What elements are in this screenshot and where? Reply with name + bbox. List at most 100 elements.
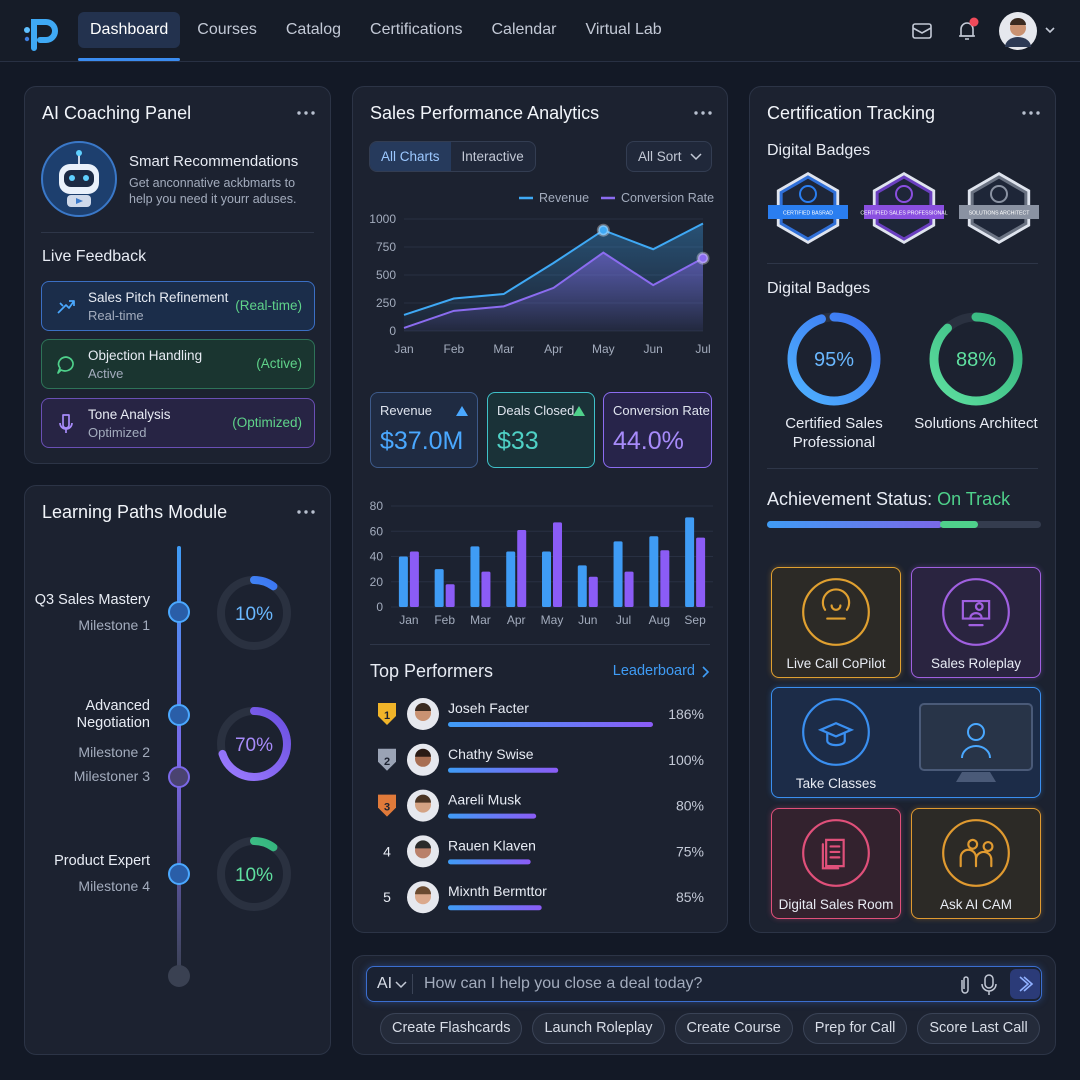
nav-item[interactable]: Certifications — [370, 21, 463, 38]
x-tick-label: Jul — [695, 342, 710, 356]
feedback-tag: (Active) — [256, 356, 302, 371]
tool-tile[interactable]: Ask AI CAM — [911, 808, 1041, 919]
x-tick-label: Jun — [578, 613, 597, 627]
divider — [41, 232, 314, 233]
quick-action[interactable]: Launch Roleplay — [532, 1013, 665, 1044]
cert-name: Certified Sales Professional — [785, 415, 883, 451]
chart-tabs: All Charts Interactive — [369, 141, 536, 172]
achievement-progress — [767, 521, 942, 528]
nav-item[interactable]: Catalog — [285, 21, 342, 38]
performer-name: Aareli Musk — [448, 792, 522, 808]
logo[interactable] — [20, 12, 62, 52]
recommendation-text: Get anconnative ackbmarts to help you ne… — [129, 176, 297, 206]
icon-glyph — [961, 599, 991, 627]
tool-tile[interactable]: Take Classes — [771, 687, 1041, 798]
ring-label: 10% — [235, 865, 273, 886]
section-title: Digital Badges — [767, 280, 871, 297]
monitor-graphic — [919, 703, 1033, 782]
coaching-panel: AI Coaching Panel Smart Recommendations … — [24, 86, 331, 464]
rank-badge — [378, 748, 396, 771]
panel-title: Certification Tracking — [767, 103, 936, 123]
assistant-input[interactable]: AI How can I help you close a deal today… — [366, 966, 1042, 1002]
triangle — [456, 406, 468, 416]
icon-glyph — [817, 722, 855, 747]
quick-action[interactable]: Prep for Call — [802, 1013, 908, 1044]
leaderboard-link[interactable]: Leaderboard — [612, 663, 695, 679]
kpi-card: Conversion Rate 44.0% — [603, 392, 712, 468]
series-line — [403, 251, 704, 329]
tool-tile[interactable]: Sales Roleplay — [911, 567, 1041, 678]
bar — [613, 541, 623, 607]
performer-value: 80% — [676, 798, 704, 814]
feedback-card[interactable]: Tone Analysis Optimized (Optimized) — [41, 398, 315, 448]
more-menu[interactable] — [693, 109, 713, 117]
progress-ring — [217, 837, 291, 911]
ring-label: 95% — [814, 349, 854, 371]
analytics-panel: 0 250 500 750 1000 Jan Feb Mar Apr May Jun Jul Reven… — [352, 86, 728, 933]
milestone-label: Milestone 2 — [78, 744, 150, 760]
attach-icon[interactable] — [955, 974, 975, 996]
progress-ring — [929, 312, 1023, 406]
section-title: Live Feedback — [42, 248, 147, 265]
quick-action[interactable]: Create Flashcards — [380, 1013, 523, 1044]
badge-text: CERTIFIED SALES PROFESSIONAL — [860, 211, 947, 217]
feedback-name: Tone Analysis — [88, 407, 171, 422]
send-button[interactable] — [1010, 969, 1040, 999]
nav-items: Dashboard Courses Catalog Certifications Cal… — [78, 12, 674, 61]
icon-shape — [57, 356, 74, 374]
bell-icon[interactable] — [954, 15, 982, 45]
cert-name: Solutions Architect — [914, 415, 1038, 432]
rank: 2 — [384, 756, 390, 768]
icon-circle — [802, 698, 870, 766]
y-tick-label: 0 — [389, 324, 396, 338]
tab[interactable]: Interactive — [461, 149, 524, 164]
user-avatar[interactable] — [998, 11, 1058, 51]
x-tick-label: Jan — [399, 613, 418, 627]
mic-icon[interactable] — [979, 973, 999, 997]
feedback-card[interactable]: Objection Handling Active (Active) — [41, 339, 315, 389]
icon-circle — [942, 819, 1010, 887]
quick-action[interactable]: Create Course — [674, 1013, 793, 1044]
series-area — [404, 252, 703, 331]
nav-item[interactable]: Calendar — [491, 21, 557, 38]
more-menu[interactable] — [1021, 109, 1041, 117]
feedback-card[interactable]: Sales Pitch Refinement Real-time (Real-tim… — [41, 281, 315, 331]
y-tick-label: 40 — [370, 550, 384, 564]
sort-dropdown[interactable]: All Sort — [626, 141, 712, 172]
nav-item[interactable]: Dashboard — [78, 12, 181, 61]
tool-label: Ask AI CAM — [939, 897, 1012, 912]
mode-select[interactable]: AI — [377, 975, 393, 992]
feedback-name: Objection Handling — [88, 348, 203, 363]
panel-title: Learning Paths Module — [42, 502, 228, 522]
bar — [685, 517, 695, 607]
bar — [398, 556, 408, 607]
monitor — [919, 703, 1033, 771]
progress-ring — [217, 707, 291, 781]
section-title: Digital Badges — [767, 142, 871, 159]
x-tick-label: Feb — [443, 342, 464, 356]
more-menu[interactable] — [296, 109, 316, 117]
icon-circle — [802, 819, 870, 887]
more-menu[interactable] — [296, 508, 316, 516]
bar — [434, 569, 444, 607]
tab[interactable]: All Charts — [370, 142, 451, 171]
performer-bar — [448, 905, 542, 911]
mail-icon[interactable] — [910, 18, 936, 44]
kpi-label: Deals Closed — [497, 403, 575, 418]
badge-ribbon — [959, 205, 1039, 219]
nav-item[interactable]: Virtual Lab — [585, 21, 662, 38]
icon-shape — [57, 300, 75, 314]
cert-graphics: CERTIFIED BASRAD CERTIFIED SALES PROFESSI… — [767, 172, 1041, 528]
x-tick-label: May — [541, 613, 564, 627]
tool-tile[interactable]: Digital Sales Room — [771, 808, 901, 919]
path-name: Advanced Negotiation — [76, 698, 150, 731]
x-tick-label: Sep — [684, 613, 706, 627]
tool-tile[interactable]: Live Call CoPilot — [771, 567, 901, 678]
quick-action[interactable]: Score Last Call — [917, 1013, 1040, 1044]
bar — [553, 522, 562, 607]
progress-ring — [217, 576, 291, 650]
feedback-name: Sales Pitch Refinement — [88, 290, 229, 305]
x-tick-label: Apr — [544, 342, 563, 356]
x-tick-label: Jun — [643, 342, 662, 356]
nav-item[interactable]: Courses — [197, 21, 257, 38]
